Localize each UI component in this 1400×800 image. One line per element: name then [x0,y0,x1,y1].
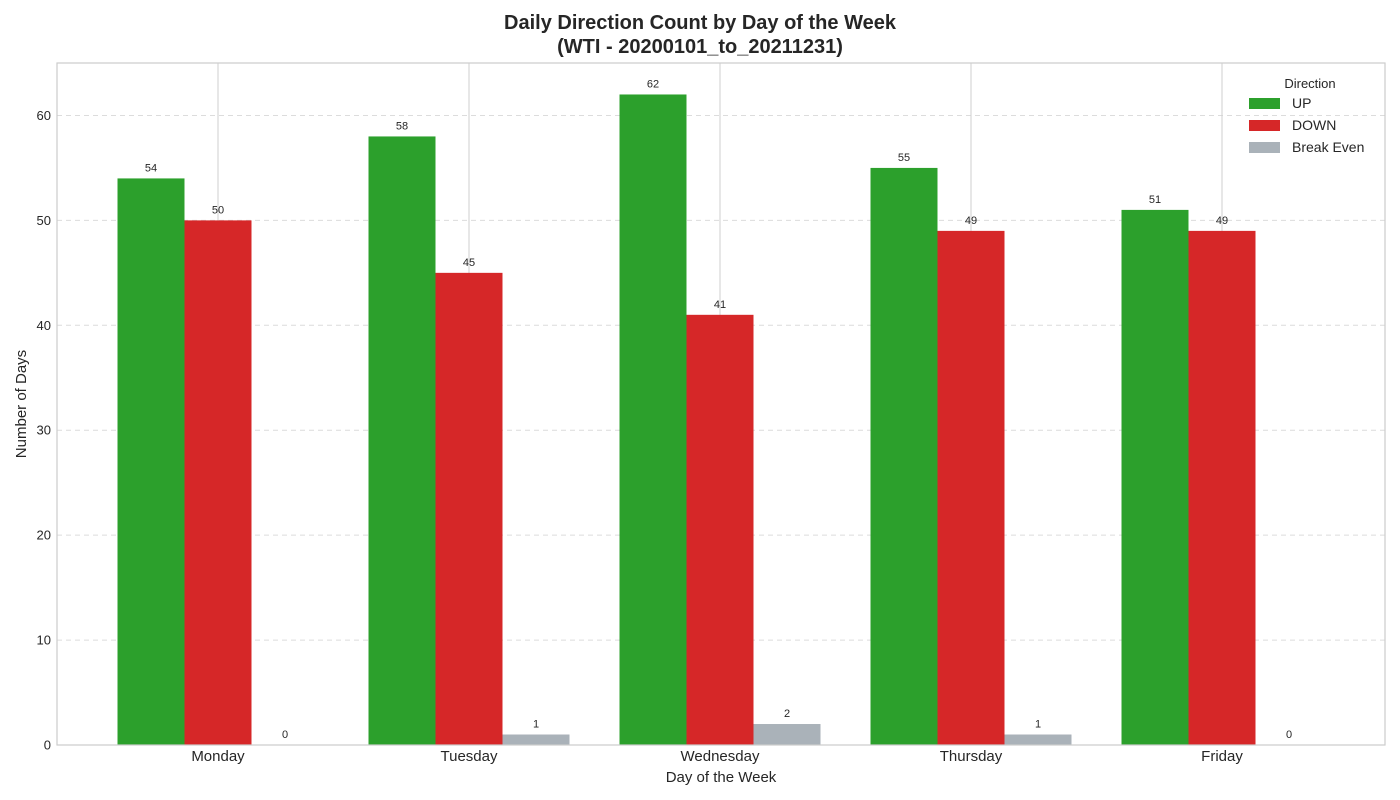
bar-value-label: 2 [784,708,790,720]
bar-break-even [1004,734,1072,745]
bar-value-label: 1 [533,719,539,731]
chart-title: Daily Direction Count by Day of the Week [504,12,896,34]
y-tick-label: 40 [37,318,51,333]
legend-swatch [1249,120,1280,131]
bar-value-label: 55 [898,152,910,164]
plot-frame [56,62,1386,746]
bar-value-label: 0 [1286,729,1292,741]
bar-break-even [753,724,821,745]
bar-down [1188,230,1256,745]
bar-value-label: 54 [145,162,157,174]
bar-value-label: 49 [1216,215,1228,227]
x-tick-label: Thursday [940,748,1003,765]
bar-value-label: 0 [282,729,288,741]
bar-down [184,220,252,745]
bar-break-even [502,734,570,745]
bar-down [937,230,1005,745]
bar-value-label: 45 [463,257,475,269]
legend-label: UP [1292,95,1311,111]
legend-label: Break Even [1292,139,1364,155]
x-tick-label: Tuesday [441,748,498,765]
y-tick-label: 10 [37,633,51,648]
y-tick-label: 30 [37,423,51,438]
y-tick-label: 50 [37,213,51,228]
y-tick-label: 60 [37,108,51,123]
bar-value-label: 41 [714,299,726,311]
bar-up [619,94,687,745]
legend-title: Direction [1284,76,1335,91]
bar-value-label: 58 [396,120,408,132]
bar-down [686,314,754,745]
x-axis-label: Day of the Week [666,769,777,786]
chart-subtitle: (WTI - 20200101_to_20211231) [557,36,843,58]
legend-swatch [1249,142,1280,153]
x-tick-label: Friday [1201,748,1243,765]
bar-value-label: 51 [1149,194,1161,206]
y-tick-label: 0 [44,738,51,753]
x-tick-label: Wednesday [681,748,760,765]
bar-up [368,136,436,745]
y-axis-label: Number of Days [13,350,30,458]
x-tick-label: Monday [191,748,245,765]
bar-value-label: 50 [212,204,224,216]
legend-label: DOWN [1292,117,1336,133]
bar-value-label: 62 [647,78,659,90]
bar-up [1121,209,1189,745]
bar-up [870,167,938,745]
bar-down [435,272,503,745]
bar-value-label: 49 [965,215,977,227]
bar-value-label: 1 [1035,719,1041,731]
y-tick-label: 20 [37,528,51,543]
legend-swatch [1249,98,1280,109]
bar-up [117,178,185,745]
